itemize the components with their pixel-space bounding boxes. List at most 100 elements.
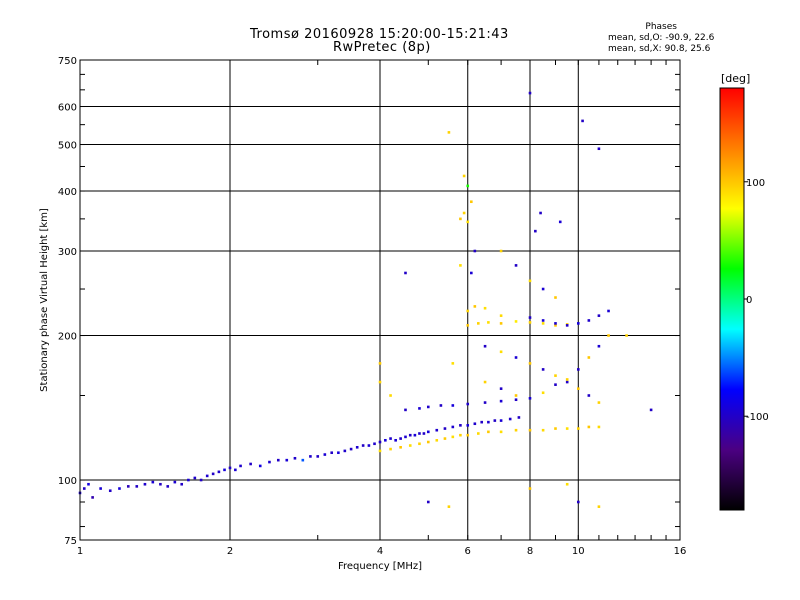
data-point [587, 394, 591, 397]
data-point [349, 447, 353, 451]
colorbar-tick-label: -100 [746, 412, 769, 423]
y-tick-label: 600 [58, 103, 77, 114]
data-point [541, 319, 545, 322]
data-point [426, 500, 430, 504]
y-tick-label: 75 [64, 536, 77, 547]
data-point [541, 391, 545, 395]
data-point [554, 324, 557, 327]
data-point [426, 430, 430, 434]
data-point [228, 466, 232, 470]
data-point [514, 398, 518, 402]
data-point [389, 447, 392, 451]
data-point [565, 380, 569, 384]
data-point [587, 425, 591, 429]
data-point [466, 220, 470, 224]
data-point [487, 430, 490, 434]
data-point [159, 482, 162, 486]
data-point [249, 462, 252, 466]
data-point [399, 446, 402, 449]
data-point [173, 480, 177, 484]
data-point [199, 478, 203, 482]
y-tick-label: 200 [58, 332, 77, 343]
data-point [451, 425, 455, 429]
data-point [576, 427, 580, 430]
data-point [443, 437, 447, 440]
data-point [422, 432, 426, 435]
data-point [514, 394, 518, 397]
data-point [565, 378, 569, 381]
grid-lines [80, 60, 680, 540]
data-point [565, 482, 569, 486]
data-point [193, 476, 197, 480]
data-point [597, 344, 601, 348]
data-point [384, 438, 387, 442]
data-point [151, 480, 155, 484]
data-point [293, 456, 297, 460]
data-point [211, 472, 215, 476]
data-point [597, 505, 601, 508]
data-point [581, 119, 584, 123]
data-point [597, 147, 601, 151]
y-axis-label: Stationary phase Virtual Height [km] [39, 208, 50, 392]
data-point [258, 464, 262, 468]
data-point [108, 489, 112, 493]
data-point [439, 404, 443, 407]
data-point [239, 464, 242, 468]
data-point [473, 249, 477, 253]
data-point [508, 417, 512, 421]
data-point [499, 350, 503, 354]
data-point [466, 402, 470, 406]
data-point [576, 368, 580, 371]
x-tick-label: 10 [572, 546, 585, 557]
data-point [389, 437, 392, 440]
data-point [91, 496, 94, 499]
data-point [435, 438, 439, 442]
data-point [528, 487, 532, 490]
data-point [528, 321, 532, 324]
data-point [205, 474, 209, 478]
y-tick-label: 750 [58, 56, 77, 67]
data-point [451, 404, 455, 407]
data-point [180, 482, 184, 486]
data-point [597, 314, 601, 317]
data-point [459, 433, 462, 437]
data-point [487, 321, 490, 324]
axis-ticks: 1 2 4 6 8 10 16 75 100 200 300 400 500 600 750 Frequenc… [39, 56, 686, 572]
data-point [466, 309, 470, 313]
data-point [466, 433, 470, 437]
data-point [443, 427, 447, 430]
data-point [462, 174, 466, 178]
data-point [587, 356, 591, 359]
data-point [418, 442, 421, 446]
data-point [399, 437, 402, 440]
data-point [514, 428, 518, 432]
data-point [528, 397, 532, 400]
data-point [451, 435, 455, 439]
data-point [234, 468, 237, 472]
data-point [462, 211, 466, 215]
data-point [473, 305, 477, 308]
data-point [499, 430, 503, 434]
data-point [389, 394, 392, 397]
data-point [528, 91, 532, 95]
data-point [435, 428, 439, 432]
colorbar: [deg] 100 0 -100 [719, 72, 769, 511]
data-point [378, 362, 382, 365]
data-point [394, 438, 397, 442]
data-point [480, 420, 484, 424]
x-tick-label: 16 [674, 546, 687, 557]
y-tick-label: 400 [58, 187, 77, 198]
data-point [426, 405, 430, 409]
data-point [466, 324, 470, 327]
data-point [466, 424, 470, 427]
data-point [87, 482, 90, 486]
data-point [447, 131, 451, 134]
data-point [404, 408, 407, 412]
data-point [565, 427, 569, 430]
data-point [576, 500, 580, 504]
colorbar-tick-label: 0 [746, 295, 752, 306]
colorbar-unit-label: [deg] [721, 72, 750, 85]
data-point [554, 296, 557, 299]
x-tick-label: 2 [227, 546, 233, 557]
